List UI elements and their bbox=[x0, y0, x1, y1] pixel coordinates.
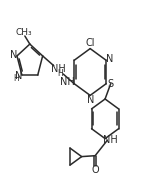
Text: N: N bbox=[87, 95, 95, 105]
Text: O: O bbox=[91, 165, 99, 175]
Text: H: H bbox=[57, 69, 63, 78]
Text: NH: NH bbox=[51, 64, 66, 74]
Text: H: H bbox=[14, 74, 19, 83]
Text: NH: NH bbox=[103, 135, 118, 145]
Text: CH₃: CH₃ bbox=[16, 28, 33, 37]
Text: Cl: Cl bbox=[85, 38, 95, 48]
Text: NH: NH bbox=[60, 77, 75, 87]
Text: S: S bbox=[107, 79, 113, 89]
Text: N: N bbox=[10, 50, 17, 60]
Text: N: N bbox=[15, 71, 22, 81]
Text: N: N bbox=[106, 54, 114, 64]
